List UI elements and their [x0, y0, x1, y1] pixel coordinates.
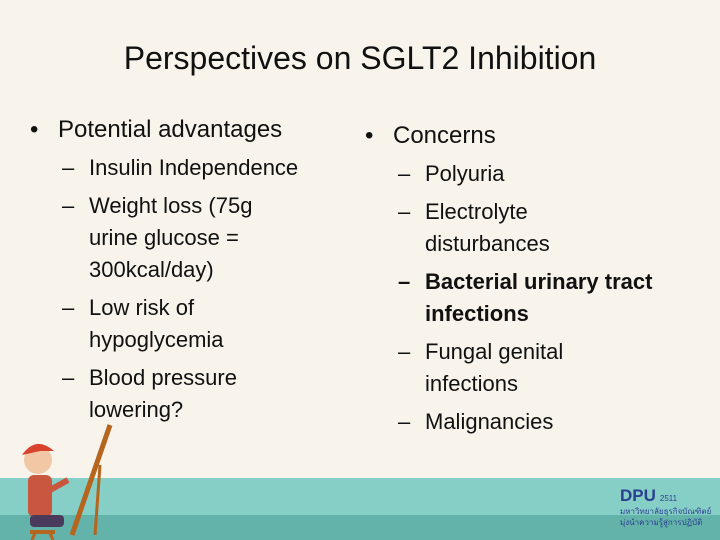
item: Polyuria — [398, 158, 688, 190]
list: Insulin Independence Weight loss (75g ur… — [62, 152, 298, 426]
item: Insulin Independence — [62, 152, 389, 184]
right-column: Concerns Polyuria Electrolyte disturbanc… — [365, 122, 705, 438]
item: Bacterial urinary tract infections — [398, 266, 705, 330]
footer-band-dark — [0, 515, 720, 540]
item: Blood pressure lowering? — [62, 362, 274, 426]
logo-line: มุ่งนำความรู้สู่การปฏิบัติ — [620, 518, 703, 527]
heading: Concerns — [365, 122, 705, 150]
heading: Potential advantages — [30, 116, 330, 144]
logo: DPU 2511 มหาวิทยาลัยธุรกิจบัณฑิตย์ มุ่งนำ… — [620, 486, 711, 528]
item: Fungal genital infections — [398, 336, 615, 400]
left-column: Potential advantages Insulin Independenc… — [30, 116, 330, 426]
painter-illustration — [22, 424, 113, 540]
item: Malignancies — [398, 406, 688, 438]
item: Low risk of hypoglycemia — [62, 292, 274, 356]
logo-line: มหาวิทยาลัยธุรกิจบัณฑิตย์ — [620, 507, 712, 516]
title: Perspectives on SGLT2 Inhibition — [123, 40, 597, 76]
list: Polyuria Electrolyte disturbances Bacter… — [398, 158, 688, 438]
logo-name: DPU — [620, 486, 656, 505]
item: Weight loss (75g urine glucose = 300kcal… — [62, 190, 274, 286]
logo-year: 2511 — [659, 494, 678, 503]
item: Electrolyte disturbances — [398, 196, 595, 260]
